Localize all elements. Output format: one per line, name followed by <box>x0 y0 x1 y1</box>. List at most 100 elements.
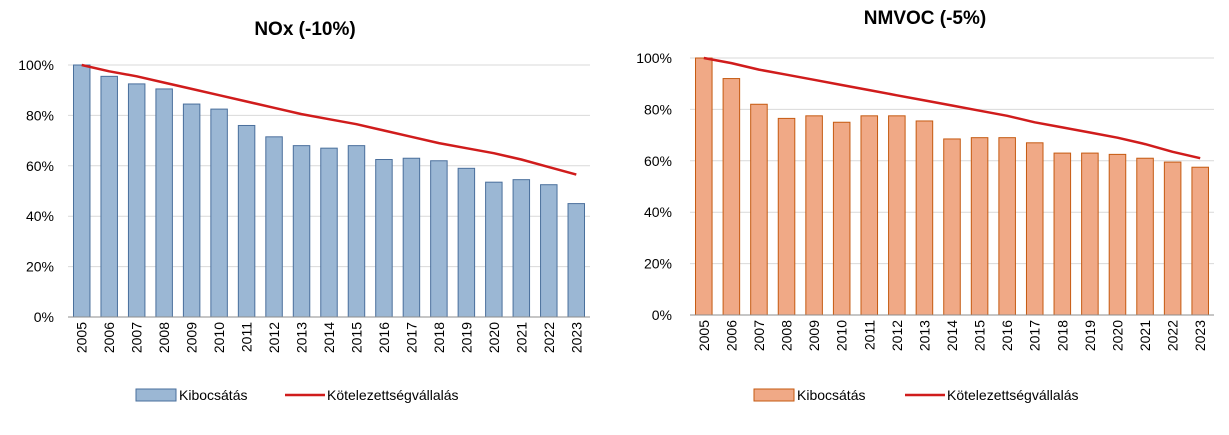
x-tick-label: 2010 <box>834 320 850 351</box>
bar <box>860 115 879 316</box>
x-tick-label: 2018 <box>1054 320 1070 351</box>
x-axis-ticks: 2005 2006 2007 2008 2009 2010 2011 2012 2013 2014… <box>74 322 585 353</box>
y-tick-label: 100% <box>18 57 54 73</box>
bar <box>457 167 476 318</box>
x-tick-label: 2018 <box>431 322 447 353</box>
bar <box>915 120 934 316</box>
chart-title: NMVOC (-5%) <box>864 8 986 29</box>
y-axis-ticks: 0% 20% 40% 60% 80% 100% <box>18 57 54 325</box>
y-tick-label: 0% <box>34 309 54 325</box>
bar <box>375 159 393 318</box>
bar <box>888 115 906 316</box>
bar <box>750 103 768 316</box>
bar-series <box>72 64 586 318</box>
nox-chart-svg: NOx (-10%) 0%20%40%60%80%100% 2005 2006 20… <box>18 19 590 403</box>
y-tick-label: 0% <box>652 307 672 323</box>
bar <box>722 78 741 316</box>
legend-bar-swatch <box>135 388 177 402</box>
x-tick-label: 2013 <box>294 322 310 353</box>
x-tick-label: 2019 <box>1082 320 1098 351</box>
x-tick-label: 2006 <box>101 322 117 353</box>
nox-chart: NOx (-10%) 0% 20% 40% 60% 80% 100% 2005 2006 20… <box>0 0 610 430</box>
x-tick-label: 2005 <box>696 320 712 351</box>
x-tick-label: 2009 <box>184 322 200 353</box>
x-tick-label: 2020 <box>1109 320 1125 351</box>
bar <box>540 184 558 318</box>
x-tick-label: 2023 <box>568 322 584 353</box>
x-tick-label: 2020 <box>486 322 502 353</box>
bar <box>1025 142 1044 316</box>
x-tick-label: 2013 <box>916 320 932 351</box>
commitment-line <box>703 56 1201 160</box>
x-tick-label: 2023 <box>1192 320 1208 351</box>
bar <box>695 57 713 316</box>
legend-bar-label: Kibocsátás <box>797 387 865 403</box>
bar <box>210 108 228 318</box>
y-tick-label: 60% <box>644 153 672 169</box>
x-tick-label: 2021 <box>1137 320 1153 351</box>
x-tick-label: 2014 <box>944 320 960 351</box>
nmvoc-chart-svg: NMVOC (-5%) 0%20%40%60%80%100% 2005 2006 2… <box>636 8 1214 403</box>
x-tick-label: 2016 <box>999 320 1015 351</box>
bar <box>72 64 91 318</box>
bar <box>998 137 1016 316</box>
legend-bar-label: Kibocsátás <box>179 387 247 403</box>
bar <box>1136 157 1154 316</box>
bar <box>237 124 256 318</box>
x-tick-label: 2012 <box>889 320 905 351</box>
bar <box>485 181 503 318</box>
x-tick-label: 2022 <box>541 322 557 353</box>
y-tick-label: 40% <box>26 208 54 224</box>
y-tick-label: 20% <box>26 259 54 275</box>
bar <box>402 157 421 318</box>
x-tick-label: 2010 <box>211 322 227 353</box>
line-series <box>81 63 577 176</box>
bar <box>970 137 989 316</box>
bar <box>100 75 118 318</box>
y-tick-label: 80% <box>26 107 54 123</box>
bar-series <box>695 57 1209 316</box>
bar <box>567 203 586 318</box>
x-tick-label: 2009 <box>806 320 822 351</box>
bar <box>182 103 201 318</box>
x-tick-label: 2011 <box>861 320 877 350</box>
x-tick-label: 2016 <box>376 322 392 353</box>
bar <box>1081 152 1099 316</box>
chart-title: NOx (-10%) <box>254 19 355 40</box>
x-tick-label: 2019 <box>458 322 474 353</box>
x-tick-label: 2022 <box>1165 320 1181 351</box>
x-tick-label: 2008 <box>156 322 172 353</box>
bar <box>1108 153 1127 316</box>
bar <box>512 179 531 318</box>
x-tick-label: 2005 <box>74 322 90 353</box>
x-tick-label: 2015 <box>972 320 988 351</box>
x-tick-label: 2012 <box>266 322 282 353</box>
y-tick-label: 100% <box>636 50 672 66</box>
bar <box>127 83 146 318</box>
commitment-line <box>81 63 577 176</box>
bar <box>155 88 173 318</box>
x-tick-label: 2021 <box>513 322 529 353</box>
x-axis-ticks: 2005 2006 2007 2008 2009 2010 2011 2012 2013 2014… <box>696 320 1208 351</box>
x-tick-label: 2011 <box>239 322 255 352</box>
bar <box>943 138 961 316</box>
x-tick-label: 2008 <box>779 320 795 351</box>
bar <box>430 160 448 318</box>
bar <box>320 147 338 318</box>
x-tick-label: 2006 <box>723 320 739 351</box>
y-tick-label: 60% <box>26 158 54 174</box>
x-tick-label: 2007 <box>751 320 767 351</box>
legend: Kibocsátás Kötelezettségvállalás <box>753 387 1079 403</box>
x-tick-label: 2007 <box>129 322 145 353</box>
y-tick-label: 40% <box>644 204 672 220</box>
line-series <box>703 56 1201 160</box>
legend-bar-swatch <box>753 388 795 402</box>
bar <box>1053 152 1072 316</box>
y-tick-label: 20% <box>644 256 672 272</box>
bar <box>832 121 851 316</box>
y-axis-ticks: 0% 20% 40% 60% 80% 100% <box>636 50 672 323</box>
x-tick-label: 2017 <box>403 322 419 353</box>
x-tick-label: 2017 <box>1027 320 1043 351</box>
x-tick-label: 2014 <box>321 322 337 353</box>
bar <box>265 136 283 318</box>
